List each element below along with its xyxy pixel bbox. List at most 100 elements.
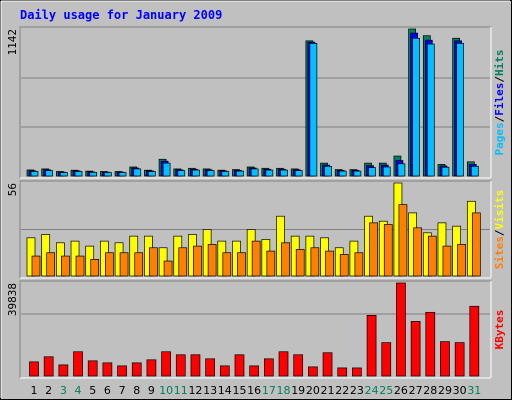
bar <box>236 170 244 177</box>
x-tick-label: 15 <box>232 384 246 397</box>
x-tick-label: 2 <box>45 384 52 397</box>
bar <box>102 362 113 377</box>
bar <box>222 252 232 277</box>
x-tick-label: 1 <box>31 384 38 397</box>
bar <box>324 165 332 177</box>
x-tick-label: 29 <box>438 384 452 397</box>
x-tick-label: 25 <box>379 384 393 397</box>
bar <box>178 247 188 277</box>
bar <box>250 168 259 177</box>
y-tick-label: 1142 <box>6 29 19 56</box>
bar <box>383 224 393 277</box>
bar <box>162 162 171 177</box>
legend-separator: / <box>493 115 506 122</box>
bar <box>61 255 70 277</box>
bar <box>265 169 274 177</box>
bar <box>193 245 202 277</box>
bar <box>338 170 347 177</box>
bar <box>353 170 362 177</box>
legend: Pages/Files/Hits <box>493 50 506 156</box>
x-tick-label: 24 <box>365 384 379 397</box>
bar <box>454 342 465 377</box>
bar <box>322 352 333 377</box>
bar <box>396 282 406 377</box>
bar <box>295 249 305 277</box>
x-tick-label: 27 <box>409 384 423 397</box>
bar <box>148 171 156 177</box>
bar <box>412 37 420 177</box>
bar <box>30 171 39 177</box>
bar <box>425 311 436 377</box>
legend: Sites/Visits <box>493 190 506 270</box>
bar <box>413 227 422 277</box>
bar <box>177 170 186 177</box>
bar <box>440 341 450 377</box>
x-tick-label: 3 <box>60 384 67 397</box>
bar <box>308 366 318 377</box>
bar <box>294 170 303 177</box>
bar <box>339 254 349 277</box>
x-tick-label: 19 <box>291 384 305 397</box>
legend-entry: Pages <box>493 122 506 155</box>
bar <box>89 172 98 177</box>
bar <box>117 365 127 377</box>
x-tick-label: 21 <box>321 384 335 397</box>
bar <box>470 165 479 177</box>
legend-entry: Files <box>493 83 506 116</box>
bar <box>58 364 69 377</box>
bar <box>442 245 452 277</box>
bar <box>205 358 215 377</box>
bar <box>381 342 392 377</box>
bar <box>31 255 41 277</box>
x-tick-label: 4 <box>75 384 82 397</box>
bar <box>60 172 68 177</box>
bar <box>73 351 83 377</box>
bar <box>354 252 364 277</box>
x-tick-label: 10 <box>159 384 173 397</box>
bar <box>146 359 157 377</box>
legend-entry: Hits <box>493 50 506 77</box>
legend-entry: Visits <box>493 190 506 230</box>
bar <box>161 351 171 377</box>
bar <box>471 212 481 277</box>
bar <box>237 252 246 277</box>
bar <box>163 260 173 277</box>
x-tick-label: 30 <box>453 384 467 397</box>
legend-entry: Sites <box>493 236 506 269</box>
x-tick-label: 5 <box>89 384 96 397</box>
bar <box>207 244 217 277</box>
x-tick-label: 6 <box>104 384 111 397</box>
bar <box>87 360 98 377</box>
bar <box>281 242 290 277</box>
bar <box>104 172 112 177</box>
x-tick-label: 31 <box>467 384 481 397</box>
x-tick-label: 16 <box>247 384 261 397</box>
x-tick-label: 28 <box>423 384 437 397</box>
bar <box>337 367 348 377</box>
bar <box>410 321 421 377</box>
bar <box>90 259 100 277</box>
x-tick-label: 26 <box>394 384 408 397</box>
bar <box>43 356 54 377</box>
chart-title: Daily usage for January 2009 <box>20 8 222 22</box>
bar <box>382 166 391 177</box>
x-tick-label: 9 <box>148 384 155 397</box>
bar <box>133 168 142 177</box>
plot-area <box>19 26 492 179</box>
bar <box>175 354 186 377</box>
bar <box>45 170 54 177</box>
bar <box>426 43 435 177</box>
x-tick-label: 18 <box>277 384 291 397</box>
bar <box>278 351 289 377</box>
x-tick-label: 11 <box>174 384 188 397</box>
bar <box>369 222 378 277</box>
bar <box>457 244 466 277</box>
bar <box>263 358 274 377</box>
bar <box>368 167 376 177</box>
bar <box>190 354 201 377</box>
bar <box>427 235 437 277</box>
bar <box>105 252 114 277</box>
bar <box>266 250 276 277</box>
bar <box>280 169 288 177</box>
